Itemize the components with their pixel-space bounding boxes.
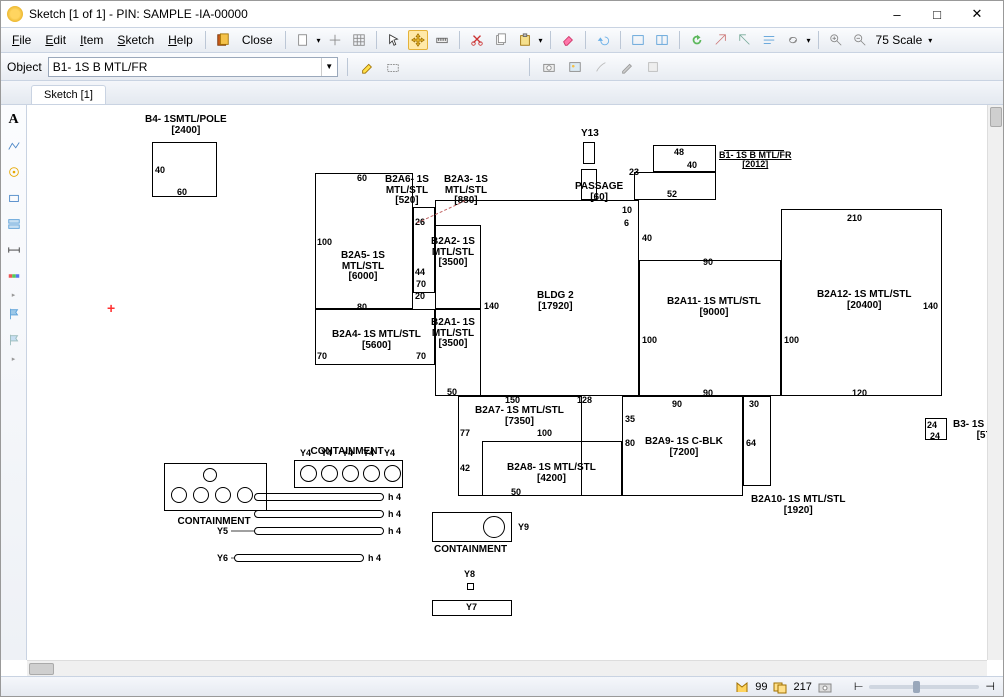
menu-edit[interactable]: Edit bbox=[40, 30, 71, 50]
highlighter-button[interactable] bbox=[357, 57, 377, 77]
new-button[interactable] bbox=[293, 30, 313, 50]
zoom-out-button[interactable] bbox=[850, 30, 870, 50]
copy-button[interactable] bbox=[491, 30, 511, 50]
vertical-scrollbar[interactable] bbox=[987, 105, 1003, 660]
pan-button[interactable] bbox=[408, 30, 428, 50]
paste-button[interactable] bbox=[515, 30, 535, 50]
measure-button[interactable] bbox=[432, 30, 452, 50]
status-val-1: 99 bbox=[755, 681, 767, 693]
rect-tool[interactable] bbox=[3, 187, 25, 209]
undo-button[interactable] bbox=[593, 30, 613, 50]
tool-x2[interactable] bbox=[735, 30, 755, 50]
object-combo-value: B1- 1S B MTL/FR bbox=[53, 60, 148, 74]
menu-bar: File Edit Item Sketch Help Close ▾ ▾ ▾ 7… bbox=[1, 27, 1003, 53]
tab-sketch[interactable]: Sketch [1] bbox=[31, 85, 106, 104]
tool-x1[interactable] bbox=[711, 30, 731, 50]
status-icon-2 bbox=[773, 680, 787, 694]
menu-help[interactable]: Help bbox=[163, 30, 198, 50]
app-icon bbox=[7, 6, 23, 22]
camera-status-icon bbox=[818, 680, 832, 694]
flag2-tool[interactable] bbox=[3, 329, 25, 351]
close-label[interactable]: Close bbox=[237, 30, 278, 50]
window1-button[interactable] bbox=[628, 30, 648, 50]
layer-tool[interactable] bbox=[3, 213, 25, 235]
dimension-tool[interactable] bbox=[3, 239, 25, 261]
object-bar: Object B1- 1S B MTL/FR ▼ bbox=[1, 53, 1003, 81]
link-button[interactable] bbox=[783, 30, 803, 50]
room-label-b1: B1- 1S B MTL/FR [2012] bbox=[719, 151, 792, 170]
object-combo[interactable]: B1- 1S B MTL/FR ▼ bbox=[48, 57, 338, 77]
palette-tool[interactable] bbox=[3, 265, 25, 287]
select-rect-button[interactable] bbox=[383, 57, 403, 77]
close-doc-button[interactable] bbox=[213, 30, 233, 50]
menu-file[interactable]: File bbox=[7, 30, 36, 50]
tab-strip: Sketch [1] bbox=[1, 81, 1003, 105]
sketch-canvas[interactable]: +B4- 1SMTL/POLE [2400]4060B1- 1S B MTL/F… bbox=[27, 105, 1003, 660]
menu-item[interactable]: Item bbox=[75, 30, 108, 50]
chevron-down-icon[interactable]: ▼ bbox=[321, 58, 337, 76]
zoom-in-button[interactable] bbox=[826, 30, 846, 50]
slider-end-right[interactable]: ⊣ bbox=[985, 680, 995, 693]
scale-label[interactable]: 75 Scale bbox=[874, 33, 925, 47]
horizontal-scrollbar[interactable] bbox=[27, 660, 987, 676]
cut-button[interactable] bbox=[467, 30, 487, 50]
align-button[interactable] bbox=[759, 30, 779, 50]
circle-tool[interactable] bbox=[3, 161, 25, 183]
flag-tool[interactable] bbox=[3, 303, 25, 325]
left-toolbox: A ▸ ▸ bbox=[1, 105, 27, 660]
minimize-button[interactable]: – bbox=[877, 1, 917, 27]
object-label: Object bbox=[7, 60, 42, 74]
brush-button[interactable] bbox=[591, 57, 611, 77]
image-button[interactable] bbox=[565, 57, 585, 77]
note-button[interactable] bbox=[643, 57, 663, 77]
pointer-button[interactable] bbox=[384, 30, 404, 50]
toggle-a-button[interactable] bbox=[325, 30, 345, 50]
window2-button[interactable] bbox=[652, 30, 672, 50]
text-tool-button[interactable]: A bbox=[3, 109, 25, 131]
polyline-tool[interactable] bbox=[3, 135, 25, 157]
erase-button[interactable] bbox=[558, 30, 578, 50]
camera-button[interactable] bbox=[539, 57, 559, 77]
maximize-button[interactable]: □ bbox=[917, 1, 957, 27]
window-title: Sketch [1 of 1] - PIN: SAMPLE -IA-00000 bbox=[29, 7, 877, 21]
status-icon-1 bbox=[735, 680, 749, 694]
slider-end-left[interactable]: ⊢ bbox=[854, 680, 864, 693]
status-bar: 99 217 ⊢ ⊣ bbox=[1, 676, 1003, 696]
grid-button[interactable] bbox=[349, 30, 369, 50]
pencil-button[interactable] bbox=[617, 57, 637, 77]
close-button[interactable]: ✕ bbox=[957, 1, 997, 27]
zoom-slider[interactable] bbox=[869, 685, 979, 689]
refresh-button[interactable] bbox=[687, 30, 707, 50]
title-bar: Sketch [1 of 1] - PIN: SAMPLE -IA-00000 … bbox=[1, 1, 1003, 27]
status-val-2: 217 bbox=[793, 681, 811, 693]
menu-sketch[interactable]: Sketch bbox=[112, 30, 159, 50]
